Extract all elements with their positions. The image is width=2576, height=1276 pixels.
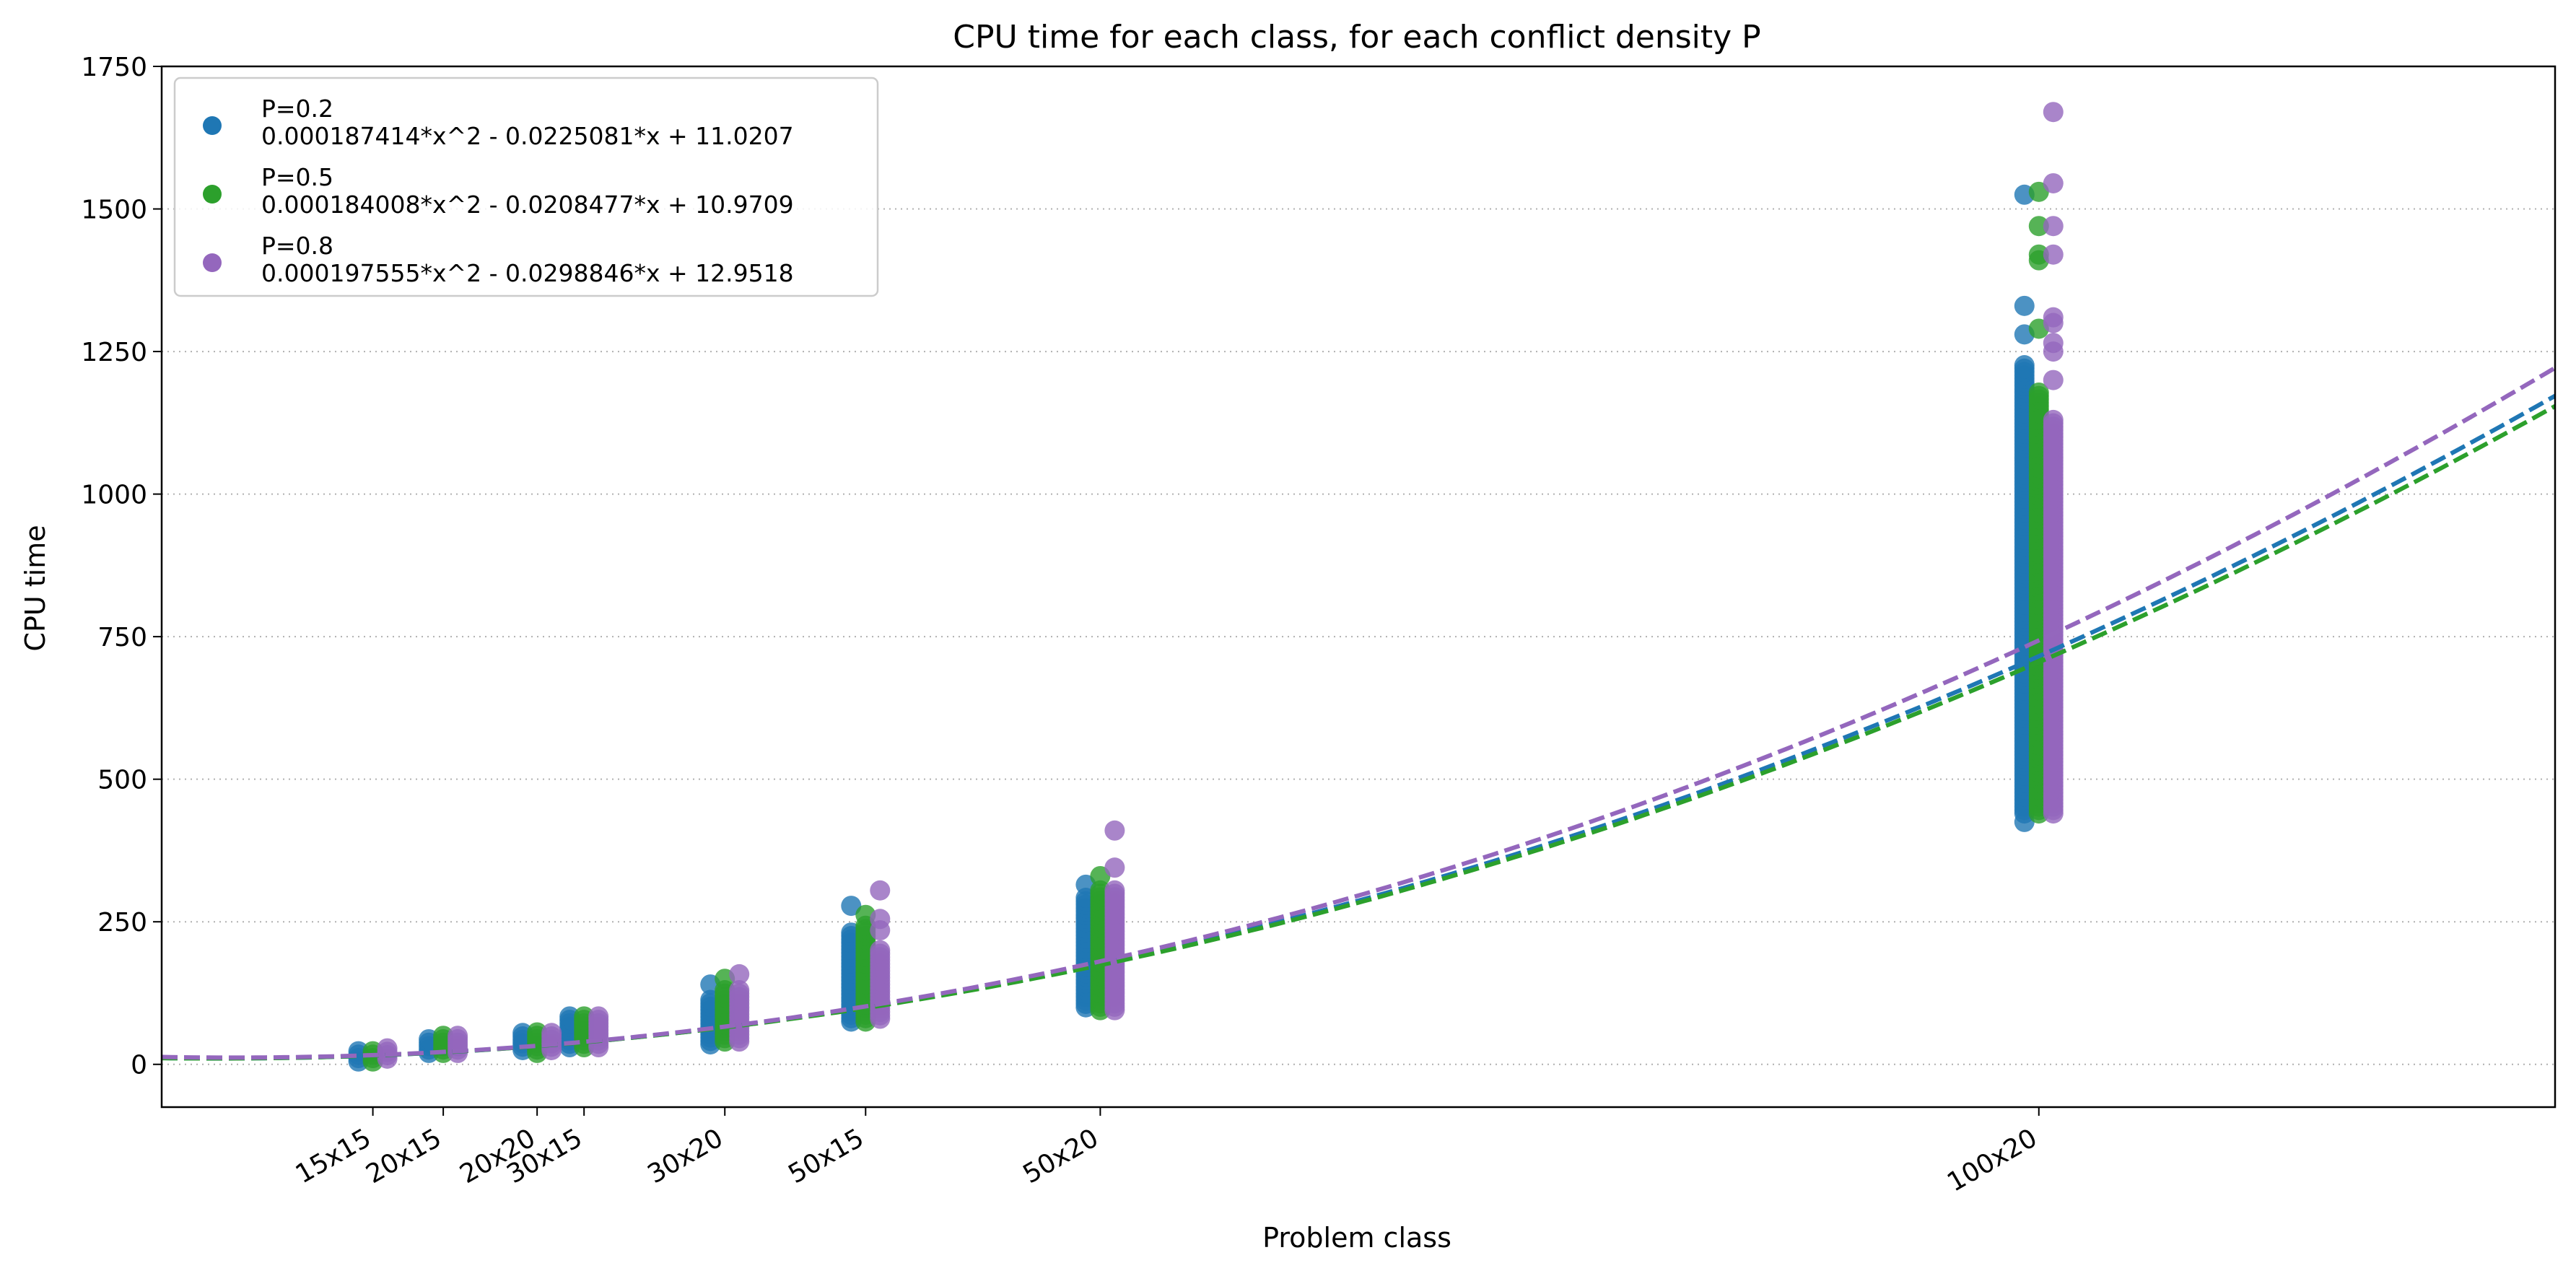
data-point-outlier [2043,172,2064,193]
y-tick-label: 1750 [81,53,147,82]
data-point [1104,880,1125,901]
data-layer [162,102,2555,1072]
chart-title: CPU time for each class, for each confli… [953,19,1760,56]
data-point [870,940,891,961]
x-axis-label: Problem class [1262,1222,1451,1254]
y-axis-label: CPU time [19,525,51,651]
legend-marker-series-1 [203,116,222,135]
data-point [2043,409,2064,430]
plot-frame [160,65,2557,1109]
legend-label-series-2: P=0.5 [261,163,333,191]
data-point-outlier [2014,295,2035,316]
y-tick-label: 750 [97,623,147,652]
data-point-outlier [2043,244,2064,265]
data-point-outlier [2043,216,2064,237]
data-point-outlier [2043,370,2064,390]
data-point-outlier [729,963,750,984]
y-tick-label: 1500 [81,196,147,225]
series-3-points [377,102,2064,1069]
y-tick-label: 1000 [81,481,147,510]
data-point [2014,355,2035,376]
data-point-outlier [2028,216,2049,237]
data-point-outlier [841,896,862,917]
data-point-outlier [870,880,891,901]
legend-label-series-1: P=0.2 [261,95,333,123]
data-point-outlier [1104,820,1125,841]
fit-line-series-3 [162,366,2555,1060]
y-tick-label: 500 [97,766,147,795]
y-tick-label: 250 [97,908,147,938]
data-point-outlier [1104,857,1125,878]
data-point-outlier [2043,307,2064,328]
data-point-outlier [2043,102,2064,123]
legend-fit-series-1: 0.000187414*x^2 - 0.0225081*x + 11.0207 [261,122,794,150]
data-point-outlier [2028,244,2049,265]
legend-fit-series-2: 0.000184008*x^2 - 0.0208477*x + 10.9709 [261,191,794,219]
data-point [447,1026,468,1046]
legend-fit-series-3: 0.000197555*x^2 - 0.0298846*x + 12.9518 [261,259,794,287]
y-tick-label: 0 [131,1051,147,1080]
legend-marker-series-2 [203,185,222,204]
data-point-outlier [2043,333,2064,354]
legend-box [173,77,879,297]
legend: P=0.20.000187414*x^2 - 0.0225081*x + 11.… [173,77,879,297]
data-point [729,980,750,1001]
legend-marker-series-3 [203,253,222,272]
data-point [2028,382,2049,403]
fit-line-series-2 [162,404,2555,1061]
y-tick-label: 1250 [81,338,147,367]
legend-label-series-3: P=0.8 [261,232,333,260]
data-point [588,1006,609,1027]
data-point [541,1023,562,1044]
data-point-outlier [870,909,891,930]
